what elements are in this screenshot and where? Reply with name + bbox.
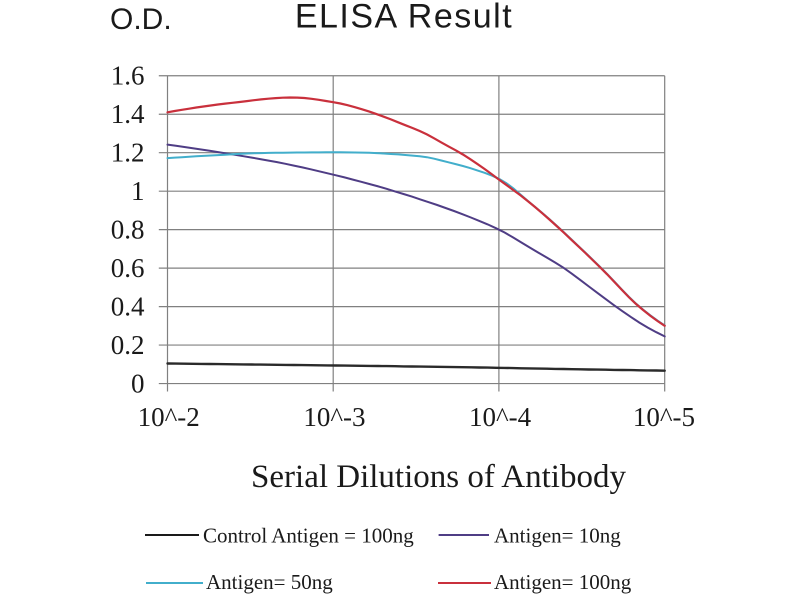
svg-text:1.2: 1.2 (111, 138, 145, 168)
svg-text:Serial Dilutions of Antibody: Serial Dilutions of Antibody (251, 459, 626, 495)
svg-text:0.8: 0.8 (111, 215, 145, 245)
svg-text:Control Antigen = 100ng: Control Antigen = 100ng (203, 524, 414, 548)
svg-text:10^-4: 10^-4 (469, 402, 532, 432)
svg-text:10^-2: 10^-2 (138, 402, 200, 432)
svg-text:0.6: 0.6 (111, 253, 145, 283)
svg-text:0: 0 (131, 369, 145, 399)
svg-text:Antigen= 10ng: Antigen= 10ng (494, 524, 621, 548)
svg-text:1.6: 1.6 (111, 61, 145, 91)
svg-text:1: 1 (131, 176, 145, 206)
svg-text:Antigen= 100ng: Antigen= 100ng (494, 570, 632, 594)
svg-text:Antigen= 50ng: Antigen= 50ng (206, 570, 333, 594)
svg-text:0.2: 0.2 (111, 330, 145, 360)
svg-text:O.D.: O.D. (110, 3, 172, 36)
svg-text:10^-5: 10^-5 (633, 402, 695, 432)
svg-text:ELISA Result: ELISA Result (295, 0, 513, 36)
svg-text:1.4: 1.4 (111, 99, 145, 129)
svg-text:0.4: 0.4 (111, 292, 145, 322)
svg-text:10^-3: 10^-3 (303, 402, 365, 432)
